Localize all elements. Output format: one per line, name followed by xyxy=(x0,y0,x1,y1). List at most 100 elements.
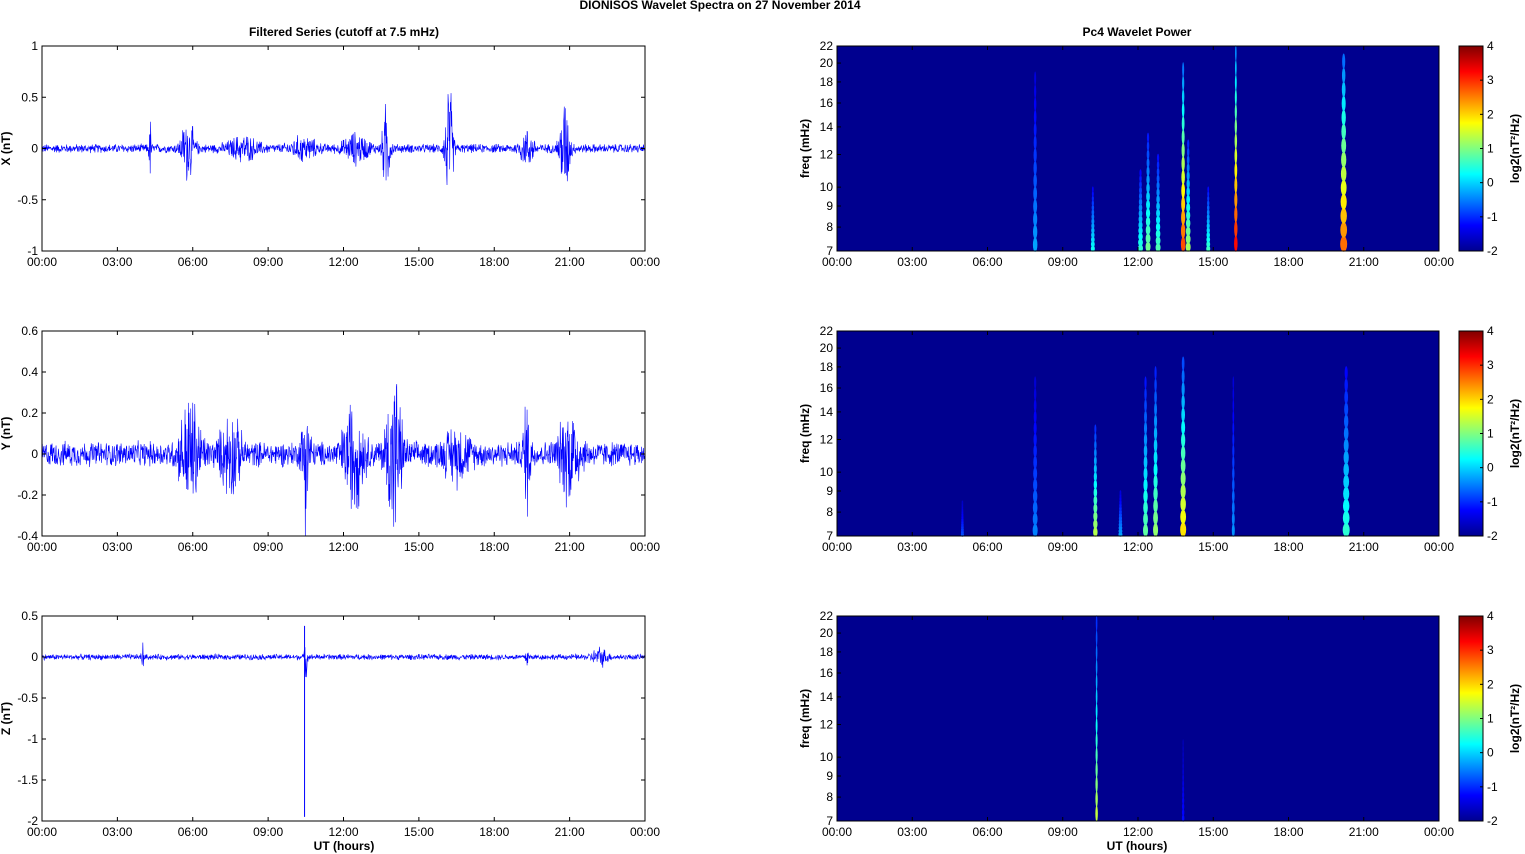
spectral-power-mark xyxy=(1180,223,1186,239)
spectral-power-mark xyxy=(1342,498,1350,513)
colorbar-tick-label: 1 xyxy=(1487,427,1494,441)
spectral-power-mark xyxy=(1341,109,1346,126)
colorbar-tick-label: 3 xyxy=(1487,73,1494,87)
left-column-title: Filtered Series (cutoff at 7.5 mHz) xyxy=(249,25,439,39)
spectral-power-mark xyxy=(1156,160,1160,170)
spectral-power-mark xyxy=(1207,204,1210,211)
spectral-power-mark xyxy=(1181,420,1186,435)
spectral-power-mark xyxy=(1186,171,1190,181)
spectral-power-mark xyxy=(1181,808,1185,817)
x-tick-label: 15:00 xyxy=(1198,540,1228,554)
spectral-power-mark xyxy=(1182,802,1185,811)
spectral-power-mark xyxy=(1156,174,1160,183)
x-tick-label: 12:00 xyxy=(1123,540,1153,554)
spectral-power-mark xyxy=(1186,155,1190,165)
x-tick-label: 09:00 xyxy=(1048,540,1078,554)
spectral-power-mark xyxy=(1343,450,1349,465)
spectral-power-mark xyxy=(1341,151,1347,168)
spectral-power-mark xyxy=(1145,233,1151,244)
spectral-power-mark xyxy=(1143,444,1148,458)
spectral-power-mark xyxy=(1143,421,1148,435)
x-tick-label: 21:00 xyxy=(555,825,585,839)
colorbar xyxy=(1458,45,1484,252)
spectral-power-mark xyxy=(1344,366,1348,380)
spectral-power-mark xyxy=(1033,444,1037,458)
spectral-power-mark xyxy=(1344,402,1349,417)
x-tick-label: 21:00 xyxy=(1349,255,1379,269)
spectral-power-mark xyxy=(1143,489,1148,503)
y-tick-label: 0 xyxy=(31,650,38,664)
spectral-power-mark xyxy=(1232,478,1235,492)
spectral-power-mark xyxy=(1146,183,1150,194)
spectral-power-mark xyxy=(1182,739,1184,747)
y-tick-label: 7 xyxy=(826,529,833,543)
spectral-power-mark xyxy=(1231,501,1235,515)
spectral-power-mark xyxy=(1344,390,1349,404)
spectral-power-mark xyxy=(1155,215,1161,225)
spectral-power-mark xyxy=(1033,399,1037,412)
spectral-power-mark xyxy=(1340,165,1347,182)
colorbar-tick-label: 0 xyxy=(1487,176,1494,190)
spectral-power-mark xyxy=(1182,791,1185,799)
y-tick-label: 0.4 xyxy=(21,365,38,379)
spectral-power-mark xyxy=(1033,421,1037,435)
spectral-power-mark xyxy=(1146,149,1150,160)
spectral-power-mark xyxy=(1156,181,1160,190)
spectral-power-mark xyxy=(1095,746,1098,764)
spectral-power-mark xyxy=(1091,222,1095,229)
spectral-power-mark xyxy=(1153,474,1158,489)
right-column-title: Pc4 Wavelet Power xyxy=(1083,25,1192,39)
spectral-power-mark xyxy=(1091,231,1095,239)
spectral-power-mark xyxy=(1095,615,1098,632)
spectrum-background xyxy=(837,46,1439,251)
spectral-power-mark xyxy=(1232,433,1235,447)
spectral-power-mark xyxy=(1093,511,1098,521)
spectral-power-mark xyxy=(1341,67,1346,84)
spectral-power-mark xyxy=(1032,512,1038,526)
spectral-power-mark xyxy=(1344,378,1348,392)
spectral-power-mark xyxy=(1033,186,1038,201)
x-tick-label: 03:00 xyxy=(102,540,132,554)
spectral-power-mark xyxy=(1232,455,1235,469)
spectral-power-mark xyxy=(1093,495,1098,506)
x-tick-label: 12:00 xyxy=(328,825,358,839)
plot-area xyxy=(42,331,645,536)
spectral-power-mark xyxy=(1340,236,1348,252)
spectral-power-mark xyxy=(1119,490,1122,496)
spectral-power-mark xyxy=(1232,410,1235,424)
spectral-power-mark xyxy=(1033,478,1038,492)
x-tick-label: 00:00 xyxy=(822,255,852,269)
spectral-power-mark xyxy=(1143,433,1148,447)
spectral-power-mark xyxy=(1093,503,1098,514)
spectral-power-mark xyxy=(1091,213,1095,220)
spectral-power-mark xyxy=(1232,444,1235,458)
y-tick-label: -2 xyxy=(27,814,38,828)
y-tick-label: 8 xyxy=(826,505,833,519)
x-tick-label: 00:00 xyxy=(1424,825,1454,839)
spectral-power-mark xyxy=(1032,224,1038,240)
x-tick-label: 18:00 xyxy=(1273,255,1303,269)
spectral-power-mark xyxy=(1033,433,1037,447)
spectral-power-mark xyxy=(1234,235,1238,252)
spectral-power-mark xyxy=(1181,196,1186,212)
spectral-power-mark xyxy=(1138,198,1143,206)
spectral-power-mark xyxy=(1235,45,1237,62)
x-tick-label: 21:00 xyxy=(1349,825,1379,839)
y-tick-label: 20 xyxy=(820,341,834,355)
x-tick-label: 06:00 xyxy=(178,540,208,554)
spectral-power-mark xyxy=(1181,142,1185,158)
spectral-power-mark xyxy=(1146,199,1151,210)
spectral-power-mark xyxy=(1093,479,1098,490)
x-tick-label: 06:00 xyxy=(972,255,1002,269)
x-tick-label: 18:00 xyxy=(479,825,509,839)
spectral-power-mark xyxy=(1033,410,1037,424)
spectral-power-mark xyxy=(1139,169,1142,177)
spectral-power-mark xyxy=(1234,191,1238,208)
y-tick-label: 10 xyxy=(820,465,834,479)
spectral-power-mark xyxy=(1138,244,1144,252)
spectral-power-mark xyxy=(1095,703,1098,720)
spectral-power-mark xyxy=(1145,225,1151,236)
